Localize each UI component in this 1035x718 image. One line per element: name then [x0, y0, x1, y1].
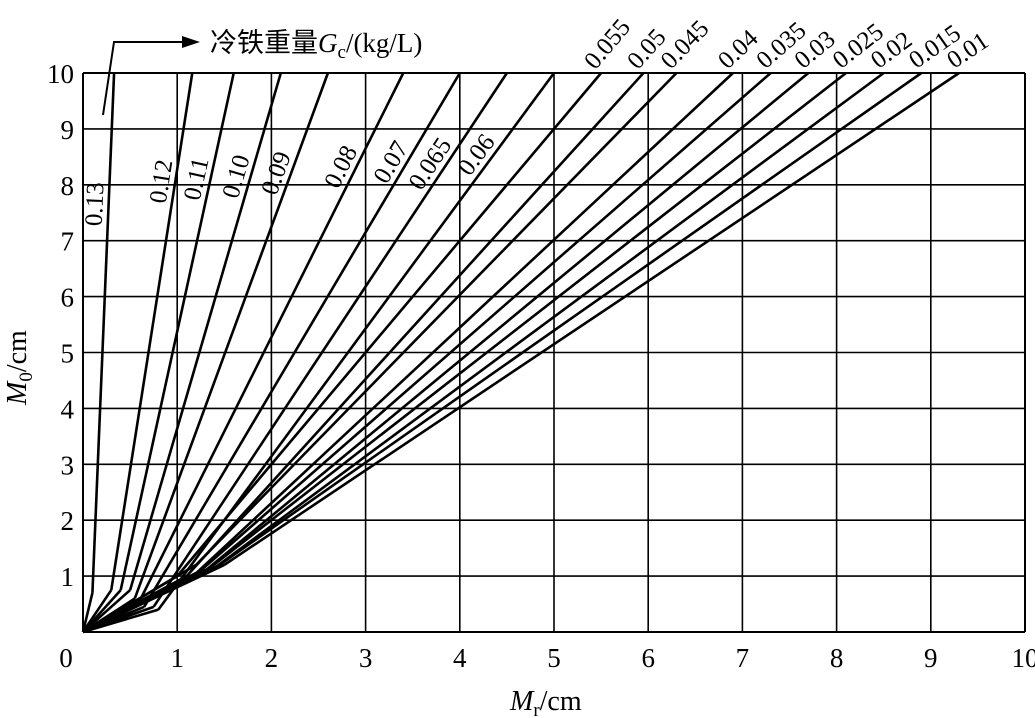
- x-tick-label: 3: [359, 643, 373, 673]
- x-tick-label: 4: [453, 643, 467, 673]
- series-label: 0.12: [145, 158, 178, 205]
- y-tick-label: 10: [47, 59, 74, 89]
- series-label: 0.065: [404, 133, 458, 195]
- series-line: [176, 72, 603, 577]
- y-tick-label: 7: [61, 227, 75, 257]
- y-tick-label: 4: [61, 394, 75, 424]
- y-tick-label: 9: [61, 115, 75, 145]
- series-line: [223, 71, 960, 567]
- x-tick-label: 0: [59, 643, 73, 673]
- x-tick-label: 7: [736, 643, 750, 673]
- grid: [82, 72, 1026, 633]
- y-tick-label: 6: [61, 283, 75, 313]
- x-tick-label: 1: [170, 643, 184, 673]
- series-lines: [81, 71, 960, 634]
- y-tick-label: 3: [61, 450, 75, 480]
- series-line: [209, 71, 847, 569]
- series-line: [143, 72, 461, 608]
- series-line: [133, 72, 330, 599]
- series-origin-segment: [82, 589, 131, 633]
- x-tick-label: 5: [547, 643, 561, 673]
- legend-arrow-head: [182, 36, 200, 48]
- series-line: [109, 72, 194, 591]
- series-label: 0.10: [217, 152, 255, 202]
- x-tick-labels: 0 1 2 3 4 5 6 7 8 9 10: [59, 643, 1035, 673]
- y-tick-label: 5: [61, 339, 75, 369]
- series-line: [152, 72, 508, 608]
- series-origin-segment: [82, 608, 159, 634]
- y-tick-labels: 1 2 3 4 5 6 7 8 9 10: [47, 59, 75, 592]
- series-origin-segment: [82, 563, 225, 634]
- series-origin-segment: [81, 592, 94, 633]
- x-axis-title: Mr/cm: [509, 686, 582, 718]
- y-tick-label: 8: [61, 171, 75, 201]
- series-line: [185, 72, 645, 577]
- series-line: [199, 72, 772, 572]
- x-tick-label: 8: [830, 643, 844, 673]
- y-tick-label: 2: [61, 506, 75, 536]
- legend-arrow-shaft: [102, 41, 188, 116]
- series-line: [204, 71, 810, 572]
- series-line: [218, 71, 923, 566]
- series-line: [195, 72, 678, 566]
- legend: 冷铁重量Gc/(kg/L): [102, 28, 422, 116]
- series-line: [138, 72, 405, 602]
- legend-title: 冷铁重量Gc/(kg/L): [210, 28, 422, 63]
- y-tick-label: 1: [61, 562, 75, 592]
- series-label: 0.09: [256, 148, 296, 198]
- series-line: [214, 71, 885, 569]
- x-tick-label: 10: [1012, 643, 1035, 673]
- series-line: [128, 72, 283, 591]
- x-tick-label: 6: [641, 643, 655, 673]
- x-tick-label: 9: [924, 643, 938, 673]
- series-line: [91, 72, 116, 593]
- series-label: 0.11: [179, 155, 215, 203]
- series-label: 0.13: [81, 182, 110, 227]
- x-tick-label: 2: [265, 643, 279, 673]
- y-axis-title: M0/cm: [2, 330, 37, 406]
- series-label: 0.055: [579, 14, 636, 74]
- series-line: [195, 72, 734, 575]
- series-line: [119, 72, 235, 591]
